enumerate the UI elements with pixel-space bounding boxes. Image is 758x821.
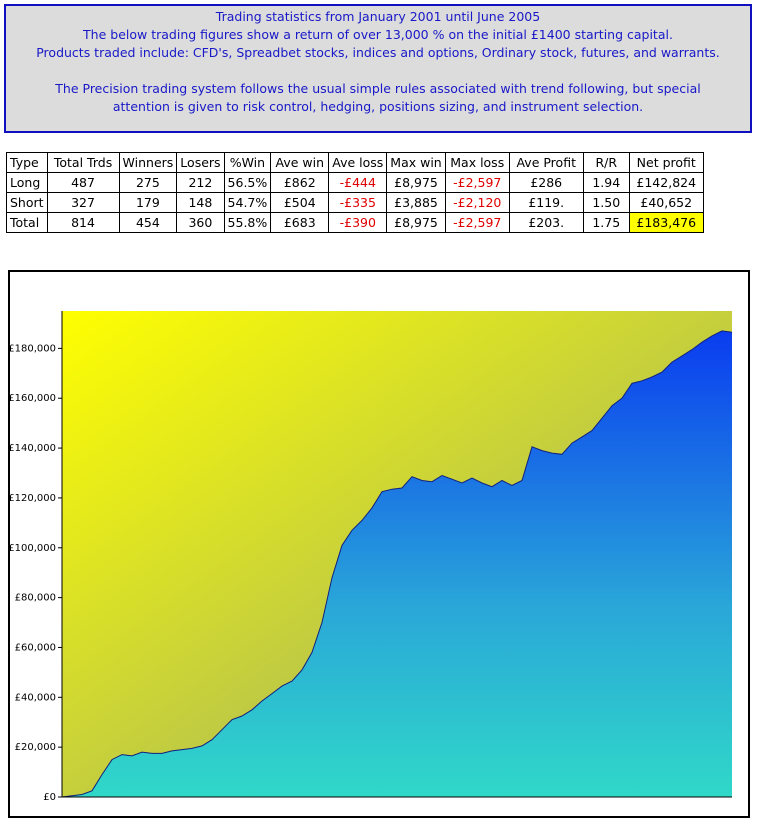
table-cell: 454 bbox=[118, 212, 178, 233]
table-cell: -£2,597 bbox=[444, 212, 510, 233]
line bbox=[61, 330, 733, 798]
y-tick-label: £80,000 bbox=[15, 593, 56, 604]
info-box: Trading statistics from January 2001 unt… bbox=[4, 4, 752, 133]
table-cell: 1.50 bbox=[582, 192, 630, 213]
table-cell: £119. bbox=[508, 192, 584, 213]
table-cell: 179 bbox=[118, 192, 178, 213]
table-cell: Long bbox=[6, 172, 48, 193]
y-tick-label: £160,000 bbox=[8, 393, 56, 404]
info-line: The below trading figures show a return … bbox=[83, 27, 673, 42]
y-tick-label: £120,000 bbox=[8, 493, 56, 504]
table-cell: Max loss bbox=[444, 152, 510, 173]
table-cell: -£444 bbox=[328, 172, 388, 193]
table-cell: %Win bbox=[223, 152, 272, 173]
table-cell: 55.8% bbox=[223, 212, 272, 233]
info-line: Products traded include: CFD's, Spreadbe… bbox=[36, 45, 720, 60]
y-tick-label: £140,000 bbox=[8, 443, 56, 454]
table-row: Type Total Trds Winners Losers %Win Ave win Av… bbox=[6, 152, 704, 173]
table-cell: Type bbox=[6, 152, 48, 173]
table-cell: 1.94 bbox=[582, 172, 630, 193]
table-cell: -£2,597 bbox=[444, 172, 510, 193]
table-cell: Total bbox=[6, 212, 48, 233]
y-tick-label: £100,000 bbox=[8, 543, 56, 554]
table-cell: 360 bbox=[176, 212, 225, 233]
chart: £0 £20,000 £40,000 £60,000 £80,000 £100,000 £1… bbox=[8, 270, 750, 818]
table-cell: £8,975 bbox=[386, 172, 446, 193]
table-cell: 1.75 bbox=[582, 212, 630, 233]
table-cell: Ave win bbox=[270, 152, 330, 173]
table-cell: Short bbox=[6, 192, 48, 213]
table-cell: Max win bbox=[386, 152, 446, 173]
stats-table: Type Total Trds Winners Losers %Win Ave win Av… bbox=[6, 152, 704, 233]
table-row: Short 327 179 148 54.7% £504 -£335 £3,885 -£2,12… bbox=[6, 192, 704, 213]
info-line: The Precision trading system follows the… bbox=[55, 81, 701, 96]
y-tick-label: £0 bbox=[43, 792, 56, 803]
table-cell: £683 bbox=[270, 212, 330, 233]
table-row: Total 814 454 360 55.8% £683 -£390 £8,975 -£2,59… bbox=[6, 212, 704, 233]
y-tick-label: £180,000 bbox=[8, 343, 56, 354]
y-tick-label: £40,000 bbox=[15, 692, 56, 703]
table-cell: £504 bbox=[270, 192, 330, 213]
table-cell: £8,975 bbox=[386, 212, 446, 233]
info-line: Trading statistics from January 2001 unt… bbox=[215, 9, 541, 24]
table-cell: -£390 bbox=[328, 212, 388, 233]
info-line: attention is given to risk control, hedg… bbox=[112, 99, 644, 114]
table-cell: £286 bbox=[508, 172, 584, 193]
table-cell: 814 bbox=[46, 212, 120, 233]
table-cell: 275 bbox=[118, 172, 178, 193]
table-cell: Losers bbox=[176, 152, 225, 173]
area bbox=[62, 330, 732, 797]
table-cell: R/R bbox=[582, 152, 630, 173]
table-cell: -£2,120 bbox=[444, 192, 510, 213]
table-cell: Ave Profit bbox=[508, 152, 584, 173]
y-tick-label: £20,000 bbox=[15, 742, 56, 753]
table-cell: Ave loss bbox=[328, 152, 388, 173]
table-cell: 148 bbox=[176, 192, 225, 213]
table-cell: Total Trds bbox=[46, 152, 120, 173]
y-tick-label: £60,000 bbox=[15, 642, 56, 653]
table-cell: £142,824 bbox=[628, 172, 704, 193]
table-cell: 212 bbox=[176, 172, 225, 193]
table-cell: £3,885 bbox=[386, 192, 446, 213]
table-cell: -£335 bbox=[328, 192, 388, 213]
table-cell: £183,476 bbox=[628, 212, 704, 233]
table-cell: 327 bbox=[46, 192, 120, 213]
table-cell: £203. bbox=[508, 212, 584, 233]
table-row: Long 487 275 212 56.5% £862 -£444 £8,975 -£2,597… bbox=[6, 172, 704, 193]
table-cell: Net profit bbox=[628, 152, 704, 173]
table-cell: 54.7% bbox=[223, 192, 272, 213]
table-cell: Winners bbox=[118, 152, 178, 173]
table-cell: £862 bbox=[270, 172, 330, 193]
table-cell: £40,652 bbox=[628, 192, 704, 213]
table-cell: 487 bbox=[46, 172, 120, 193]
table-cell: 56.5% bbox=[223, 172, 272, 193]
